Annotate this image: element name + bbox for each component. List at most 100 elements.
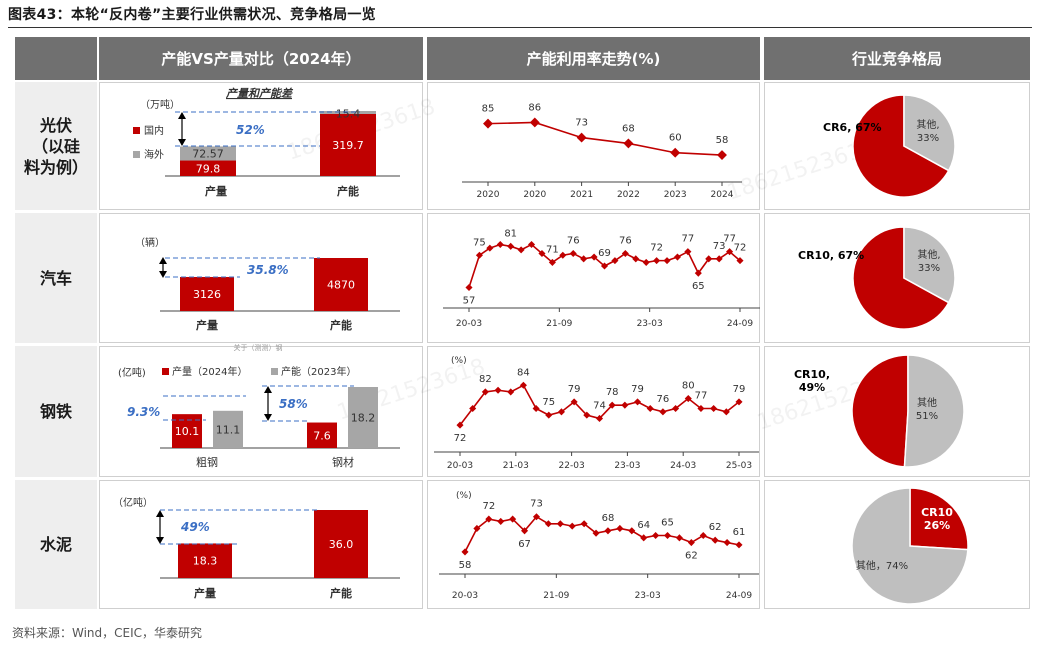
util-series-line [488, 122, 722, 155]
cement-unit: （亿吨） [113, 496, 153, 509]
util-point-label: 71 [546, 244, 559, 255]
pv-label-capacity-domestic: 319.7 [332, 139, 364, 152]
util-point [634, 398, 641, 405]
util-point [507, 388, 514, 395]
util-point [621, 402, 628, 409]
util-tick-label: 2020 [523, 190, 546, 200]
util-tick-label: 2023 [664, 190, 687, 200]
steel-xlabel-products: 钢材 [332, 455, 354, 469]
util-point [570, 250, 577, 257]
steel-stamp: 关于（测测）钢 [234, 343, 283, 352]
util-point-label: 76 [657, 394, 670, 405]
util-point [676, 534, 683, 541]
util-tick-label: 23-03 [637, 319, 663, 329]
util-point-label: 80 [682, 381, 695, 392]
source-note: 资料来源：Wind，CEIC，华泰研究 [12, 624, 202, 641]
util-point-label: 65 [692, 281, 705, 292]
util-tick-label: 2024 [711, 190, 734, 200]
util-point-label: 72 [482, 501, 495, 512]
util-point [628, 527, 635, 534]
util-tick-label: 20-03 [456, 319, 482, 329]
util-point [616, 525, 623, 532]
util-point-label: 57 [463, 295, 476, 306]
util-point-label: 60 [669, 133, 682, 144]
util-point [495, 387, 502, 394]
steel-util-unit: (%) [451, 356, 467, 366]
auto-capacity-chart: （辆） 3126 4870 35.8% 产量 产能 关于（测测）钢 [135, 236, 400, 352]
util-point-label: 76 [619, 235, 632, 246]
pie-label-leaders: CR6, 67% [823, 121, 882, 134]
util-point [497, 241, 504, 248]
steel-legend-output-swatch [162, 368, 169, 375]
util-point [700, 532, 707, 539]
cement-xlabel-output: 产量 [194, 586, 216, 600]
pie-slice-leaders [852, 355, 908, 467]
pie-label-others: 其他，74% [856, 559, 908, 572]
util-point-label: 78 [606, 387, 619, 398]
util-point [653, 257, 660, 264]
util-point [533, 405, 540, 412]
pv-xlabel-output: 产量 [205, 184, 227, 198]
util-tick-label: 20-03 [447, 461, 473, 471]
util-point-label: 79 [631, 384, 644, 395]
pv-legend-domestic-swatch [133, 127, 140, 134]
cement-label-output: 18.3 [193, 555, 218, 568]
steel-capacity-chart: (亿吨) 产量（2024年） 产能（2023年） 10.1 11.1 7.6 1… [118, 365, 400, 469]
util-tick-label: 25-03 [726, 461, 752, 471]
util-point-label: 73 [575, 118, 588, 129]
cement-gap-pct: 49% [180, 520, 210, 534]
steel-crude-gap-pct: 9.3% [127, 405, 160, 419]
pv-gap-pct: 52% [236, 123, 265, 137]
pv-label-capacity-overseas: 15.4 [336, 107, 361, 120]
steel-label-products-output: 7.6 [313, 429, 331, 442]
util-point-label: 62 [709, 522, 722, 533]
pv-label-output-domestic: 79.8 [196, 162, 221, 175]
util-point [557, 520, 564, 527]
util-point-label: 72 [734, 243, 747, 254]
util-point-label: 77 [695, 391, 708, 402]
cement-xlabel-capacity: 产能 [330, 586, 352, 600]
auto-xlabel-capacity: 产能 [330, 318, 352, 332]
util-point-label: 73 [530, 499, 543, 510]
util-tick-label: 24-09 [727, 319, 753, 329]
util-point-label: 79 [568, 384, 581, 395]
util-tick-label: 21-03 [503, 461, 529, 471]
util-point-label: 75 [473, 237, 486, 248]
auto-gap-pct: 35.8% [247, 263, 289, 277]
util-point [652, 532, 659, 539]
steel-legend-output: 产量（2024年） [172, 365, 247, 378]
util-point [688, 539, 695, 546]
util-point [465, 284, 472, 291]
util-point-label: 86 [528, 102, 541, 113]
pv-unit: （万吨） [140, 98, 180, 111]
util-point [569, 523, 576, 530]
steel-legend-capacity: 产能（2023年） [281, 365, 356, 378]
util-point-label: 64 [637, 520, 650, 531]
util-point [670, 148, 680, 158]
steel-unit: (亿吨) [118, 366, 146, 379]
auto-competition-pie: CR10, 67% 其他, 33% [798, 227, 955, 329]
cement-capacity-chart: （亿吨） 18.3 36.0 49% 产量 产能 [113, 496, 400, 600]
util-point-label: 72 [454, 433, 467, 444]
util-point [640, 534, 647, 541]
util-point-label: 68 [602, 513, 615, 524]
util-point-label: 85 [482, 104, 495, 115]
util-point [580, 255, 587, 262]
pv-label-output-overseas: 72.57 [192, 147, 224, 160]
util-point [674, 254, 681, 261]
charts-layer: 18621523618 18621523618 18621523618 1862… [0, 0, 1039, 655]
cement-competition-pie: CR10 26%其他，74% [852, 488, 968, 604]
cement-arrowhead-down [156, 537, 164, 544]
util-tick-label: 2022 [617, 190, 640, 200]
steel-xlabel-crude: 粗钢 [196, 456, 218, 469]
util-point-label: 77 [682, 234, 695, 245]
util-point [518, 246, 525, 253]
util-point [710, 405, 717, 412]
util-point-label: 61 [733, 527, 746, 538]
util-point-label: 79 [733, 384, 746, 395]
util-tick-label: 21-09 [543, 591, 569, 601]
util-point [724, 539, 731, 546]
auto-utilization-line-chart: 5775817176697672776573777220-03 21-09 23-0… [443, 228, 760, 329]
util-point [623, 138, 633, 148]
steel-products-gap-pct: 58% [279, 397, 308, 411]
